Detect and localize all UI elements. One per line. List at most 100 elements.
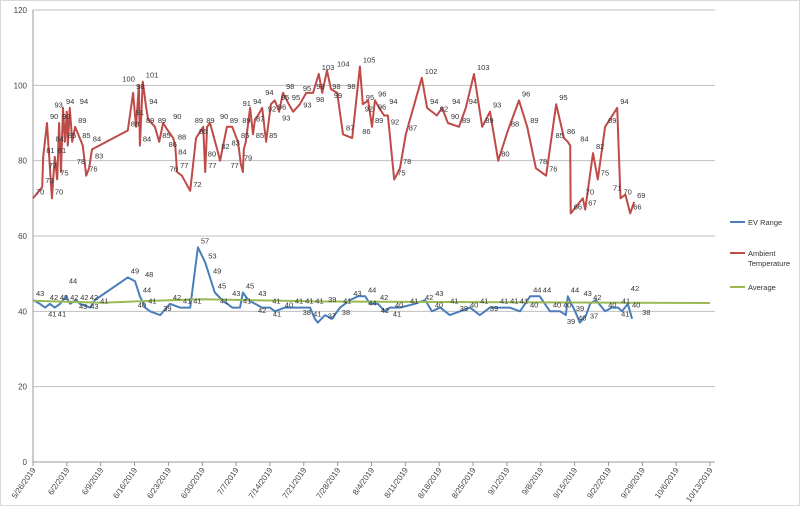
data-label: 95 [303, 84, 311, 93]
data-label: 93 [303, 101, 311, 110]
data-label: 93 [282, 114, 290, 123]
data-label: 66 [574, 202, 582, 211]
data-label: 49 [213, 266, 221, 275]
data-label: 90 [451, 112, 459, 121]
data-label: 94 [253, 97, 261, 106]
data-label: 92 [391, 118, 399, 127]
data-label: 37 [328, 312, 336, 321]
data-label: 43 [232, 289, 240, 298]
data-label: 87 [409, 123, 417, 132]
x-tick-label: 9/22/2019 [585, 466, 613, 501]
data-label: 90 [62, 112, 70, 121]
data-label: 88 [511, 120, 519, 129]
data-label: 40 [285, 300, 293, 309]
x-tick-label: 8/18/2019 [416, 466, 444, 501]
data-label: 94 [149, 97, 157, 106]
data-label: 94 [389, 97, 397, 106]
data-label: 76 [549, 165, 557, 174]
series-line-ev-range [32, 246, 634, 324]
data-label: 96 [378, 102, 386, 111]
data-label: 69 [637, 191, 645, 200]
legend-label: Average [748, 283, 776, 292]
data-label: 83 [95, 151, 103, 160]
data-label: 41 [313, 310, 321, 319]
data-label: 95 [366, 93, 374, 102]
data-label: 101 [146, 71, 159, 80]
x-tick-label: 6/9/2019 [80, 466, 106, 497]
data-label: 85 [82, 131, 90, 140]
data-label: 72 [193, 180, 201, 189]
data-label: 95 [292, 93, 300, 102]
data-label: 42 [631, 284, 639, 293]
data-label: 99 [334, 91, 342, 100]
data-label: 83 [232, 138, 240, 147]
data-label: 70 [55, 187, 63, 196]
x-axis: 5/26/2019 6/2/2019 6/9/2019 6/16/2019 6/23/2… [10, 462, 715, 504]
data-label: 94 [469, 97, 477, 106]
data-label: 88 [178, 133, 186, 142]
data-label: 40 [395, 300, 403, 309]
data-label: 41 [450, 297, 458, 306]
data-label: 84 [178, 148, 186, 157]
data-label: 41 [510, 297, 518, 306]
x-tick-label: 6/30/2019 [179, 466, 207, 501]
data-label: 80 [501, 150, 509, 159]
data-label: 41 [193, 297, 201, 306]
data-label: 43 [258, 289, 266, 298]
data-label: 82 [596, 142, 604, 151]
data-label: 77 [180, 161, 188, 170]
data-label: 66 [633, 202, 641, 211]
data-label: 89 [530, 116, 538, 125]
data-label: 98 [286, 82, 294, 91]
data-label: 89 [375, 116, 383, 125]
x-tick-label: 6/16/2019 [111, 466, 139, 501]
data-label: 73 [45, 176, 53, 185]
data-label: 41 [58, 310, 66, 319]
data-label: 94 [66, 97, 74, 106]
data-label: 39 [460, 304, 468, 313]
data-label: 38 [303, 308, 311, 317]
y-tick-label: 80 [18, 157, 27, 166]
data-label: 39 [490, 304, 498, 313]
data-label: 91 [136, 108, 144, 117]
data-label: 98 [332, 82, 340, 91]
data-label: 71 [613, 184, 621, 193]
x-tick-label: 7/7/2019 [216, 466, 242, 497]
data-label: 70 [624, 187, 632, 196]
data-label: 89 [608, 116, 616, 125]
data-label: 89 [462, 116, 470, 125]
x-tick-label: 8/4/2019 [351, 466, 377, 497]
data-label: 92 [440, 105, 448, 114]
data-label: 84 [93, 135, 101, 144]
data-label: 96 [378, 89, 386, 98]
data-label: 45 [218, 282, 226, 291]
series-line-ambient-temperature [32, 65, 636, 215]
data-label: 95 [281, 93, 289, 102]
y-axis-ticks: 0 20 40 60 80 100 120 [14, 6, 28, 467]
data-label: 41 [480, 297, 488, 306]
data-label: 104 [337, 59, 350, 68]
data-label: 42 [593, 293, 601, 302]
data-label: 41 [500, 297, 508, 306]
data-label: 84 [56, 135, 64, 144]
data-label: 89 [206, 116, 214, 125]
data-label: 41 [410, 297, 418, 306]
data-label: 41 [343, 297, 351, 306]
data-label: 77 [208, 161, 216, 170]
data-label: 42 [381, 306, 389, 315]
series-lines [32, 65, 711, 324]
x-tick-label: 10/6/2019 [653, 466, 681, 501]
x-tick-label: 6/23/2019 [145, 466, 173, 501]
x-tick-label: 8/11/2019 [383, 466, 411, 500]
gridlines [32, 9, 715, 463]
x-tick-label: 7/28/2019 [315, 466, 343, 501]
data-label: 94 [265, 88, 273, 97]
y-tick-label: 40 [18, 307, 27, 316]
data-label: 39 [328, 295, 336, 304]
data-label: 85 [162, 131, 170, 140]
data-label: 90 [220, 112, 228, 121]
x-tick-label: 7/21/2019 [281, 466, 309, 501]
data-label: 39 [567, 317, 575, 326]
data-label: 48 [145, 270, 153, 279]
